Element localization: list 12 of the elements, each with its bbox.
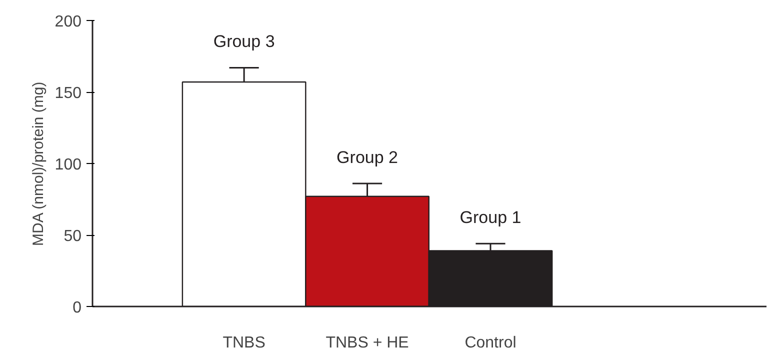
x-tick-label: TNBS [222,334,266,352]
annotation: Group 3 [213,32,275,52]
y-tick-label: 200 [54,14,82,30]
y-tick-label: 50 [64,228,82,245]
x-tick-label: Control [464,334,516,352]
x-tick-label: TNBS + HE [326,334,409,352]
y-axis-title: MDA (nmol)/protein (mg) [30,82,47,246]
y-tick-label: 0 [72,300,82,316]
y-tick-label: 150 [54,85,82,102]
annotation: Group 1 [460,208,522,228]
annotation: Group 2 [336,148,398,168]
y-tick-label: 100 [54,156,82,174]
